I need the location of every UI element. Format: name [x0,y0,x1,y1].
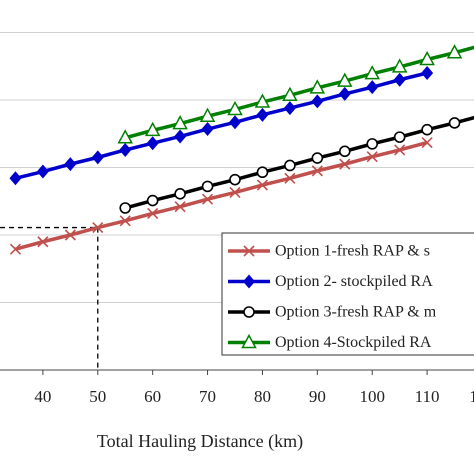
marker [243,306,255,318]
marker [227,100,243,116]
marker [366,151,378,163]
marker [174,129,187,144]
marker [419,50,435,66]
marker [174,201,186,213]
x-tick-label: 40 [34,387,51,406]
marker [201,193,214,205]
marker [339,158,351,170]
marker [36,164,49,179]
x-tick-label: 100 [359,387,385,406]
marker [391,58,408,73]
marker [91,150,104,165]
series-line [14,140,428,251]
marker [421,136,433,149]
legend-label: Option 1-fresh RAP & s [275,243,430,260]
marker [241,333,257,349]
marker [364,65,380,80]
marker [37,236,49,248]
marker [146,194,159,207]
marker [146,136,159,151]
marker [254,93,271,108]
x-tick-label: 60 [144,387,161,406]
marker [394,144,406,156]
marker [338,145,351,158]
marker [92,222,104,234]
x-tick-label: 120 [469,387,474,406]
marker [311,165,323,177]
marker [174,188,186,200]
marker [229,186,241,199]
x-tick-label: 110 [415,387,440,406]
marker [337,72,353,87]
marker [421,123,433,136]
x-axis-title: Total Hauling Distance (km) [97,431,303,452]
marker [284,172,296,184]
marker [119,215,131,227]
marker [393,131,406,143]
marker [229,173,241,186]
marker [311,94,324,109]
legend-box [221,232,474,356]
marker [421,66,434,80]
legend-label: Option 2- stockpiled RA [275,273,433,290]
marker [338,86,351,101]
marker [311,152,324,164]
x-tick-label: 50 [89,387,106,406]
legend-label: Option 3-fresh RAP & m [275,304,437,321]
marker [309,79,326,94]
marker [243,245,255,257]
marker [9,243,22,255]
marker [119,142,132,157]
marker [147,207,159,219]
marker [199,107,216,122]
legend-label: Option 4-Stockpiled RA [275,334,432,351]
x-tick-label: 90 [309,387,326,406]
marker [64,157,77,172]
marker [64,229,76,241]
x-tick-label: 70 [199,387,216,406]
marker [201,122,214,137]
marker [366,80,379,95]
marker [144,121,161,137]
marker [446,44,463,59]
marker [119,202,132,214]
marker [243,274,255,289]
marker [256,166,269,179]
marker [229,115,241,130]
marker [172,115,188,130]
marker [283,101,296,116]
marker [9,171,22,186]
marker [393,72,406,87]
series-line [15,71,428,180]
marker [366,138,379,150]
x-tick-label: 80 [254,387,271,406]
marker [282,86,298,102]
marker [201,180,214,193]
marker [256,179,269,191]
marker [448,117,461,129]
legend: Option 1-fresh RAP & s Option 2- stockpil… [221,232,474,356]
marker [256,107,269,122]
marker [117,129,133,144]
marker [284,159,296,172]
